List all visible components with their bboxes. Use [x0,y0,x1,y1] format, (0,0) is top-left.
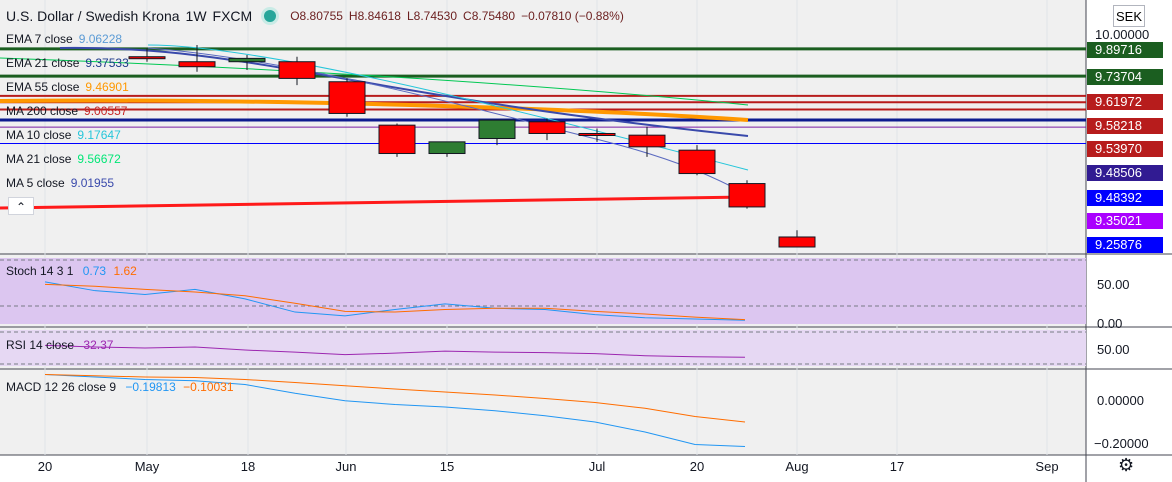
legend-name: EMA 55 close [6,80,80,94]
candle-body [228,57,266,63]
ohlc-close: C8.75480 [463,9,516,23]
x-tick-label: 20 [689,459,705,474]
stoch-k-line [44,281,746,321]
macd-value: −0.19813 [125,380,176,394]
price-label: 9.58218 [1087,118,1163,134]
chevron-up-icon[interactable]: ⌃ [8,197,34,215]
ema21-line [59,46,749,137]
legend-item[interactable]: MA 10 close 9.17647 [6,128,121,142]
symbol-title[interactable]: U.S. Dollar / Swedish Krona [6,8,180,24]
signal-value: −0.10031 [183,380,234,394]
rsi-title: RSI 14 close [6,338,75,352]
candle-body [428,141,466,155]
candle-body [578,132,616,136]
stoch-title: Stoch 14 3 1 [6,264,74,278]
price-label: 9.48506 [1087,165,1163,181]
candle-body [378,124,416,155]
legend-item[interactable]: EMA 55 close 9.46901 [6,80,129,94]
exchange-label: FXCM [212,8,253,24]
x-tick-label: 18 [240,459,256,474]
macd-tick-0: 0.00000 [1097,393,1144,408]
candle-body [528,121,566,134]
gear-icon[interactable]: ⚙ [1118,455,1135,475]
rsi-line [44,344,746,358]
candle-body [328,81,366,114]
legend-value: 9.01955 [70,176,115,190]
macd-legend: MACD 12 26 close 9 −0.19813 −0.10031 [6,380,234,394]
legend-value: 9.37533 [85,56,129,70]
legend-value: 9.00557 [84,104,128,118]
rsi-value: 32.37 [83,338,114,352]
legend-item[interactable]: EMA 7 close 9.06228 [6,32,122,46]
price-label: 9.89716 [1087,42,1163,58]
legend-name: MA 10 close [6,128,72,142]
candle-body [778,236,816,248]
legend-item[interactable]: EMA 21 close 9.37533 [6,56,129,70]
candle-body [178,61,216,68]
ohlc-low: L8.74530 [406,9,458,23]
x-tick-label: May [134,459,160,474]
stoch-legend: Stoch 14 3 1 0.73 1.62 [6,264,137,278]
rsi-tick-50: 50.00 [1097,342,1130,357]
legend-name: EMA 7 close [6,32,73,46]
ohlc-change: −0.07810 (−0.88%) [521,9,624,23]
stoch-k-value: 0.73 [82,264,107,278]
price-label: 9.53970 [1087,141,1163,157]
stoch-tick-0: 0.00 [1097,316,1123,331]
candle-body [128,56,166,60]
symbol-header: U.S. Dollar / Swedish Krona 1W FXCM O8.8… [6,6,624,26]
macd-tick-neg: −0.20000 [1094,436,1149,451]
interval-label[interactable]: 1W [185,8,207,24]
x-tick-label: Aug [785,459,809,474]
market-status-icon [264,10,277,22]
macd-signal-line [44,374,746,423]
legend-value: 9.56672 [77,152,121,166]
legend-value: 9.46901 [85,80,129,94]
x-tick-label: Jul [588,459,606,474]
x-tick-label: 15 [439,459,455,474]
price-label: 10.00000 [1095,27,1150,42]
x-tick-label: 20 [37,459,53,474]
stoch-d-value: 1.62 [113,264,137,278]
candle-body [628,134,666,148]
legend-item[interactable]: MA 21 close 9.56672 [6,152,121,166]
x-tick-label: 17 [889,459,905,474]
stoch-tick-50: 50.00 [1097,277,1130,292]
ohlc-high: H8.84618 [348,9,401,23]
currency-button[interactable]: SEK [1113,5,1145,27]
legend-name: MA 21 close [6,152,72,166]
macd-title: MACD 12 26 close 9 [6,380,117,394]
price-label: 9.61972 [1087,94,1163,110]
legend-item[interactable]: MA 5 close 9.01955 [6,176,114,190]
candle-body [678,149,716,175]
ema55-line [0,98,749,122]
stoch-d-line [44,283,746,321]
legend-name: EMA 21 close [6,56,80,70]
stoch-band [0,258,1086,324]
price-label: 9.25876 [1087,237,1163,253]
legend-name: MA 5 close [6,176,65,190]
price-label: 9.35021 [1087,213,1163,229]
trend-line [0,195,749,210]
legend-value: 9.06228 [78,32,123,46]
legend-name: MA 200 close [6,104,79,118]
legend-value: 9.17647 [77,128,121,142]
price-label: 9.73704 [1087,69,1163,85]
candle-body [278,61,316,79]
legend-item[interactable]: MA 200 close 9.00557 [6,104,127,118]
macd-macd-line [44,374,746,447]
rsi-band [0,330,1086,366]
ohlc-open: O8.80755 [290,9,343,23]
price-label: 9.48392 [1087,190,1163,206]
candle-body [478,119,516,139]
x-tick-label: Jun [335,459,357,474]
x-tick-label: Sep [1035,459,1059,474]
candle-body [728,183,766,208]
rsi-legend: RSI 14 close 32.37 [6,338,113,352]
